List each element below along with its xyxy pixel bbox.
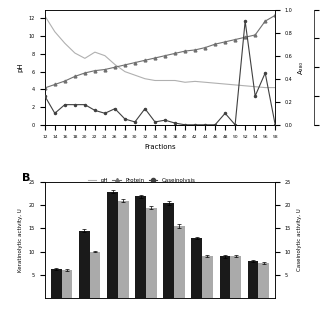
- Bar: [164, 203, 174, 298]
- Bar: [174, 226, 185, 298]
- Bar: [146, 208, 156, 298]
- Legend: pH, Protein, Caseinolysis: pH, Protein, Caseinolysis: [85, 176, 198, 185]
- Y-axis label: Keratinolytic activity, U: Keratinolytic activity, U: [18, 208, 23, 272]
- Bar: [79, 231, 90, 298]
- Y-axis label: pH: pH: [17, 62, 23, 72]
- Bar: [62, 270, 72, 298]
- Bar: [107, 192, 118, 298]
- Bar: [135, 196, 146, 298]
- Y-axis label: Caseinolytic activity, U: Caseinolytic activity, U: [297, 209, 302, 271]
- Bar: [90, 252, 100, 298]
- Bar: [202, 256, 213, 298]
- Bar: [51, 269, 62, 298]
- Bar: [258, 263, 269, 298]
- X-axis label: Fractions: Fractions: [144, 144, 176, 150]
- Bar: [220, 256, 230, 298]
- Bar: [118, 201, 129, 298]
- Bar: [191, 238, 202, 298]
- Text: B: B: [22, 173, 30, 183]
- Y-axis label: A₂₈₀: A₂₈₀: [298, 60, 304, 74]
- Bar: [230, 256, 241, 298]
- Bar: [248, 261, 258, 298]
